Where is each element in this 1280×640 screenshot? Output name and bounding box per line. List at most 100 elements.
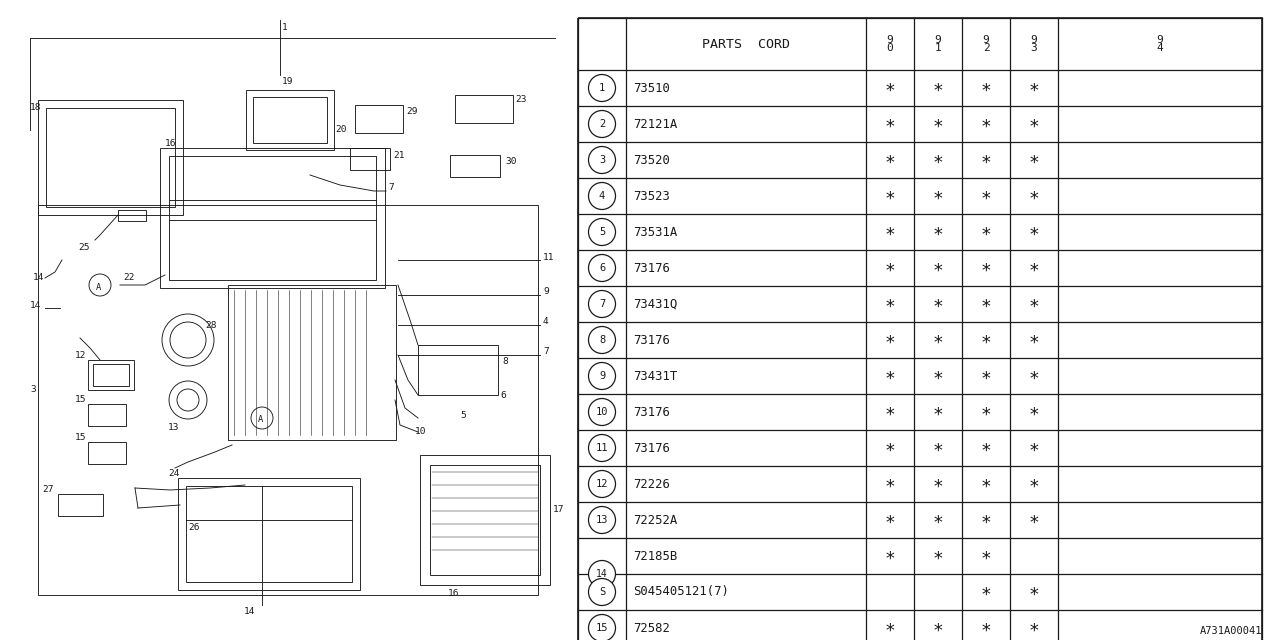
Text: 16: 16 [165,138,177,147]
Text: ∗: ∗ [884,295,896,313]
Text: ∗: ∗ [1029,223,1039,241]
Text: ∗: ∗ [980,331,992,349]
Text: ∗: ∗ [933,403,943,421]
Text: ∗: ∗ [980,619,992,637]
Circle shape [589,506,616,534]
Text: ∗: ∗ [980,403,992,421]
Bar [451,155,500,177]
Text: S045405121(7): S045405121(7) [634,586,728,598]
Text: ∗: ∗ [980,295,992,313]
Circle shape [589,182,616,209]
Text: 2: 2 [599,119,605,129]
Text: 15: 15 [595,623,608,633]
Text: ∗: ∗ [933,79,943,97]
Text: 9
4: 9 4 [1157,35,1164,53]
Text: 10: 10 [415,428,426,436]
Text: ∗: ∗ [933,619,943,637]
Bar [38,205,538,595]
Text: 11: 11 [595,443,608,453]
Text: 18: 18 [29,104,41,113]
Text: ∗: ∗ [1029,187,1039,205]
Circle shape [589,435,616,461]
Text: ∗: ∗ [1029,511,1039,529]
Text: 72226: 72226 [634,477,669,490]
Text: 73176: 73176 [634,442,669,454]
Text: 72185B: 72185B [634,550,677,563]
Text: ∗: ∗ [980,223,992,241]
Text: 5: 5 [599,227,605,237]
Text: 3: 3 [29,385,36,394]
Text: ∗: ∗ [933,511,943,529]
Text: 13: 13 [168,424,179,433]
Bar [46,108,175,207]
Text: 15: 15 [76,433,87,442]
Bar [228,285,396,440]
Text: ∗: ∗ [980,547,992,565]
Text: 3: 3 [599,155,605,165]
Circle shape [589,218,616,246]
Circle shape [589,362,616,390]
Text: ∗: ∗ [884,475,896,493]
Bar [88,442,125,464]
Text: 25: 25 [78,243,90,253]
Text: ∗: ∗ [884,619,896,637]
Text: ∗: ∗ [933,151,943,169]
Text: ∗: ∗ [980,115,992,133]
Text: 12: 12 [595,479,608,489]
Circle shape [589,326,616,353]
Text: 19: 19 [282,77,293,86]
Text: 11: 11 [543,253,554,262]
Text: ∗: ∗ [1029,151,1039,169]
Circle shape [589,74,616,102]
Text: 13: 13 [595,515,608,525]
Text: 23: 23 [515,95,526,104]
Text: ∗: ∗ [1029,475,1039,493]
Text: 20: 20 [335,125,347,134]
Text: 9
1: 9 1 [934,35,941,53]
Text: 10: 10 [595,407,608,417]
Text: 73176: 73176 [634,406,669,419]
Bar [38,100,183,215]
Bar [160,148,385,288]
Text: 9
3: 9 3 [1030,35,1037,53]
Text: 8: 8 [599,335,605,345]
Text: A: A [96,282,101,291]
Bar [419,345,498,395]
Text: 7: 7 [388,184,394,193]
Bar [430,465,540,575]
Text: 29: 29 [406,108,417,116]
Text: 14: 14 [29,301,41,310]
Text: ∗: ∗ [933,439,943,457]
Text: 9
0: 9 0 [887,35,893,53]
Text: 16: 16 [448,589,460,598]
Text: ∗: ∗ [1029,79,1039,97]
Text: ∗: ∗ [1029,259,1039,277]
Bar [186,486,352,582]
Text: ∗: ∗ [1029,367,1039,385]
Text: ∗: ∗ [933,547,943,565]
Circle shape [589,399,616,426]
Text: 73523: 73523 [634,189,669,202]
Text: A: A [259,415,264,424]
Text: ∗: ∗ [884,547,896,565]
Text: 6: 6 [500,390,506,399]
Bar [93,364,129,386]
Text: ∗: ∗ [980,439,992,457]
Circle shape [589,111,616,138]
Bar [58,494,102,516]
Text: ∗: ∗ [884,223,896,241]
Text: 22: 22 [123,273,134,282]
Text: ∗: ∗ [1029,115,1039,133]
Text: 73431Q: 73431Q [634,298,677,310]
Circle shape [589,561,616,588]
Circle shape [589,614,616,640]
Circle shape [589,291,616,317]
Text: ∗: ∗ [980,259,992,277]
Circle shape [589,255,616,282]
Text: ∗: ∗ [980,187,992,205]
Text: 73510: 73510 [634,81,669,95]
Text: 73431T: 73431T [634,369,677,383]
Text: 72252A: 72252A [634,513,677,527]
Text: 9
2: 9 2 [983,35,989,53]
Text: ∗: ∗ [933,331,943,349]
